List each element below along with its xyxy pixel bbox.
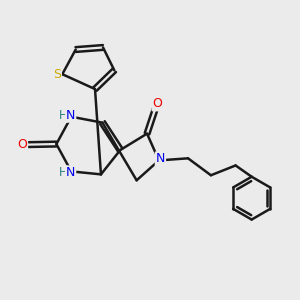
Text: N: N [66, 167, 75, 179]
Text: H: H [58, 167, 67, 179]
Text: O: O [17, 138, 27, 151]
Text: O: O [152, 98, 162, 110]
Text: N: N [66, 109, 75, 122]
Text: S: S [53, 68, 61, 81]
Text: N: N [156, 152, 165, 165]
Text: H: H [58, 109, 67, 122]
